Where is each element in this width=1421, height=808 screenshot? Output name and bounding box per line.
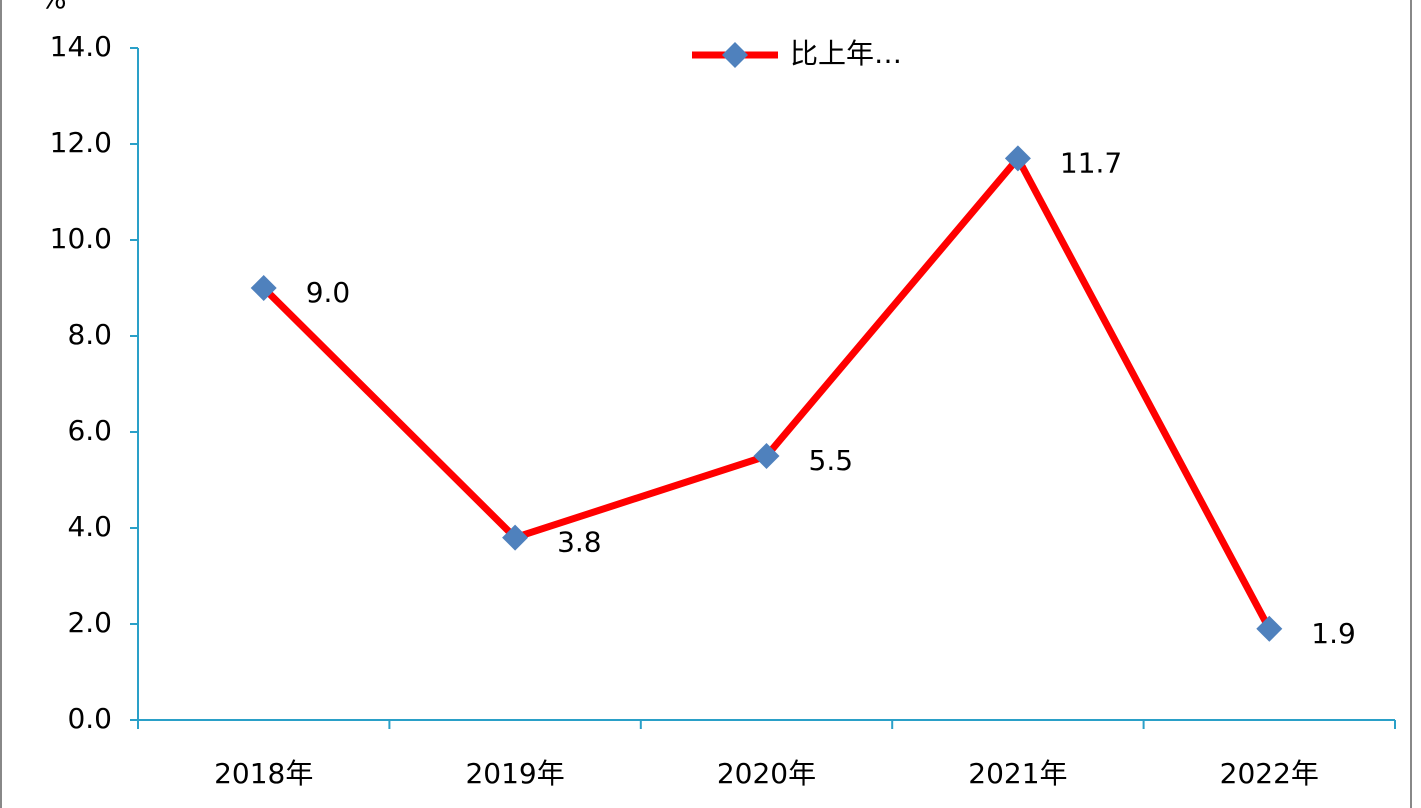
line — [261, 154, 1273, 631]
marker — [1004, 145, 1031, 172]
y-tick-label: 14.0 — [50, 30, 112, 63]
x-tick-label: 2021年 — [968, 757, 1067, 790]
y-tick-label: 8.0 — [67, 318, 112, 351]
data-label: 1.9 — [1311, 617, 1356, 650]
x-tick-label: 2022年 — [1220, 757, 1319, 790]
y-tick-label: 10.0 — [50, 222, 112, 255]
y-tick-label: 0.0 — [67, 702, 112, 735]
y-axis-label: % — [40, 0, 67, 15]
x-tick-label: 2020年 — [717, 757, 816, 790]
legend-label: 比上年… — [790, 37, 902, 70]
marker — [1256, 615, 1283, 642]
x-tick-label: 2018年 — [214, 757, 313, 790]
data-label: 3.8 — [557, 526, 602, 559]
y-tick-label: 4.0 — [67, 510, 112, 543]
y-tick-label: 6.0 — [67, 414, 112, 447]
y-tick-label: 2.0 — [67, 606, 112, 639]
legend-marker — [722, 42, 748, 68]
data-label: 9.0 — [306, 276, 351, 309]
marker — [250, 275, 277, 301]
y-tick-label: 12.0 — [50, 126, 112, 159]
marker — [502, 524, 529, 551]
x-tick-label: 2019年 — [465, 757, 564, 790]
data-label: 5.5 — [809, 444, 854, 477]
marker — [753, 443, 780, 469]
data-label: 11.7 — [1060, 146, 1122, 179]
